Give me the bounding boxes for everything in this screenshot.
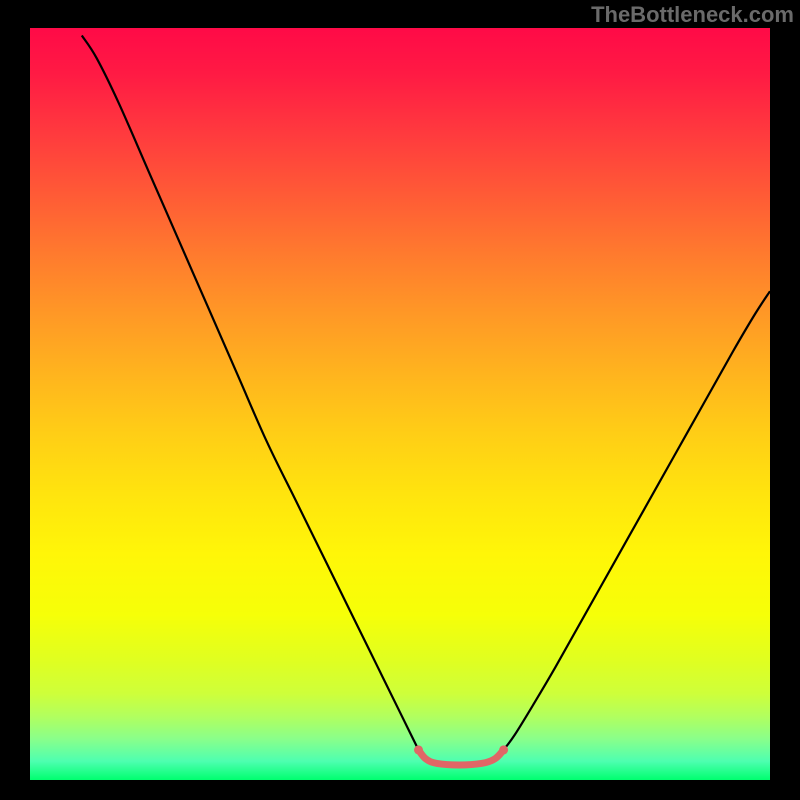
bottom-linker-dot-right <box>499 745 508 754</box>
plot-area <box>30 28 770 780</box>
gradient-background <box>30 28 770 780</box>
watermark-text: TheBottleneck.com <box>591 2 794 28</box>
chart-container: TheBottleneck.com <box>0 0 800 800</box>
chart-svg <box>30 28 770 780</box>
bottom-linker-dot-left <box>414 745 423 754</box>
